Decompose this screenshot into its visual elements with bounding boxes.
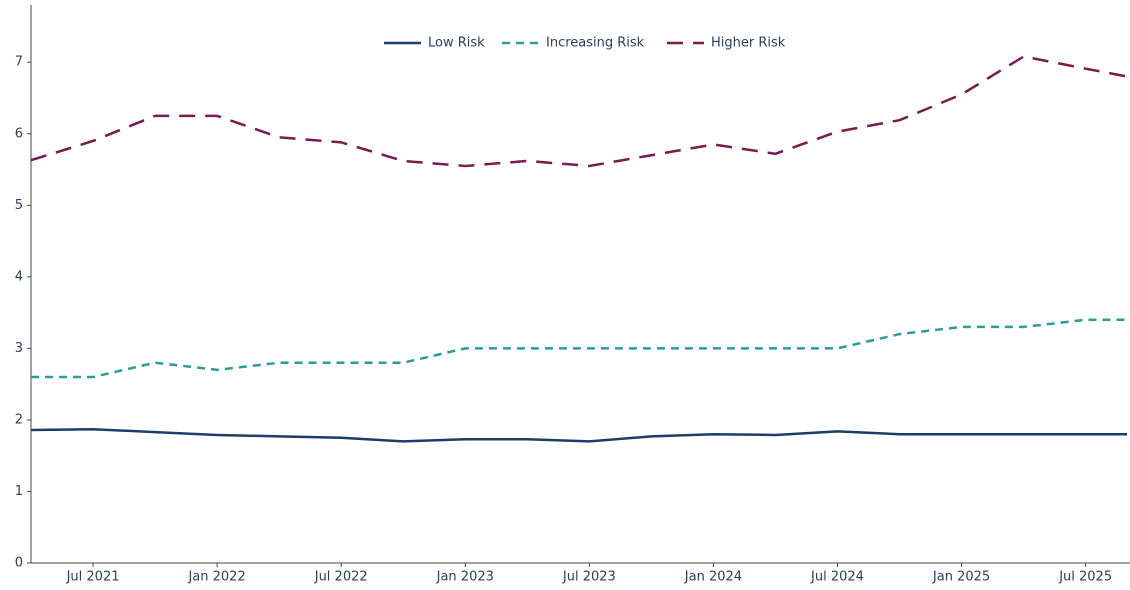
legend-label: Increasing Risk [546, 36, 645, 51]
series-line [31, 318, 1127, 379]
x-tick-label: Jul 2022 [314, 570, 368, 585]
y-tick-label: 6 [15, 126, 23, 141]
x-tick-label: Jan 2022 [187, 570, 245, 585]
y-tick-label: 3 [15, 341, 23, 356]
y-tick-label: 7 [15, 55, 23, 70]
x-tick-label: Jan 2024 [684, 570, 742, 585]
x-tick-label: Jul 2021 [66, 570, 120, 585]
y-tick-label: 4 [15, 269, 23, 284]
y-tick-label: 0 [15, 556, 23, 571]
series-line [30, 55, 1128, 168]
y-tick-label: 5 [15, 198, 23, 213]
x-tick-label: Jan 2025 [932, 570, 990, 585]
y-tick-label: 2 [15, 412, 23, 427]
x-tick-label: Jul 2024 [810, 570, 864, 585]
x-tick-label: Jan 2023 [436, 570, 494, 585]
legend-label: Low Risk [428, 36, 485, 51]
legend-label: Higher Risk [711, 36, 786, 51]
x-tick-label: Jul 2023 [562, 570, 616, 585]
y-tick-label: 1 [15, 484, 23, 499]
x-tick-label: Jul 2025 [1058, 570, 1112, 585]
series-line [30, 427, 1127, 443]
